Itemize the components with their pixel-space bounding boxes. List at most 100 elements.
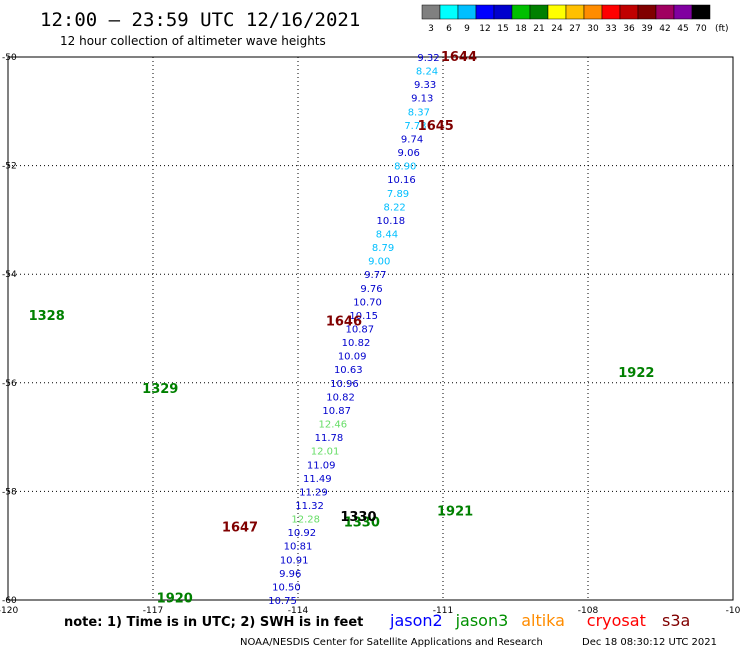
y-axis-ticks: -50 -52 -54 -56 -58 -60 bbox=[2, 53, 17, 606]
pass-time-label: 1921 bbox=[437, 504, 473, 519]
wave-height-label: 9.74 bbox=[401, 134, 423, 145]
x-tick-label: -10 bbox=[726, 606, 740, 616]
color-scale-bar: 3 6 9 12 15 18 21 24 27 30 33 36 39 42 45 70 bbox=[421, 4, 711, 34]
wave-height-label: 7.89 bbox=[387, 189, 409, 200]
wave-height-label: 8.24 bbox=[416, 67, 438, 78]
plot-frame bbox=[7, 56, 734, 601]
legend-entry-cryosat: cryosat bbox=[587, 611, 646, 630]
wave-height-label: 9.77 bbox=[364, 270, 386, 281]
wave-height-values: 9.32 8.24 9.33 9.13 8.37 7.73 9.74 9.06 8.90 10.1… bbox=[268, 53, 439, 607]
y-tick-label: -56 bbox=[2, 379, 17, 389]
color-scale-unit: (ft) bbox=[715, 24, 729, 34]
pass-time-label: 1330 bbox=[340, 510, 376, 525]
color-scale-swatch bbox=[457, 4, 477, 20]
wave-height-label: 10.18 bbox=[376, 216, 405, 227]
color-scale-swatch bbox=[565, 4, 585, 20]
y-tick-label: -60 bbox=[2, 596, 17, 606]
wave-height-label: 10.81 bbox=[284, 542, 313, 553]
chart-title: 12:00 — 23:59 UTC 12/16/2021 bbox=[40, 9, 360, 31]
wave-height-label: 12.46 bbox=[318, 420, 347, 431]
color-scale-tick: 70 bbox=[695, 24, 707, 34]
color-scale-tick: 39 bbox=[641, 24, 653, 34]
wave-height-label: 9.13 bbox=[411, 94, 433, 105]
color-scale-tick: 6 bbox=[446, 24, 452, 34]
wave-height-label: 10.09 bbox=[338, 352, 367, 363]
color-scale-tick: 30 bbox=[587, 24, 599, 34]
wave-height-label: 9.32 bbox=[417, 53, 439, 64]
color-scale-swatch bbox=[691, 4, 711, 20]
wave-height-label: 9.06 bbox=[398, 148, 420, 159]
wave-height-label: 9.00 bbox=[368, 257, 390, 268]
wave-height-label: 10.16 bbox=[387, 175, 416, 186]
y-tick-label: -58 bbox=[2, 487, 17, 497]
x-tick-label: -117 bbox=[143, 606, 163, 616]
x-tick-label: -108 bbox=[578, 606, 599, 616]
wave-height-label: 9.33 bbox=[414, 80, 436, 91]
color-scale-swatch bbox=[655, 4, 675, 20]
pass-time-label: 1330 bbox=[344, 515, 380, 530]
footer-timestamp: Dec 18 08:30:12 UTC 2021 bbox=[582, 637, 717, 648]
color-scale-tick: 36 bbox=[623, 24, 635, 34]
color-scale-tick: 45 bbox=[677, 24, 688, 34]
color-scale-tick: 15 bbox=[497, 24, 508, 34]
pass-time-label: 1647 bbox=[222, 521, 258, 536]
x-tick-label: -120 bbox=[0, 606, 18, 616]
pass-time-labels: 1644 1645 1646 1647 1328 1329 1330 1921 1922 1920… bbox=[29, 50, 655, 606]
footer-note: note: 1) Time is in UTC; 2) SWH is in fe… bbox=[64, 615, 363, 630]
wave-height-label: 8.22 bbox=[384, 202, 406, 213]
color-scale-swatch bbox=[547, 4, 567, 20]
color-scale-swatch bbox=[601, 4, 621, 20]
color-scale-swatch bbox=[493, 4, 513, 20]
color-scale-swatch bbox=[637, 4, 657, 20]
color-scale-tick: 27 bbox=[569, 24, 580, 34]
wave-height-label: 11.78 bbox=[315, 433, 344, 444]
wave-height-label: 10.87 bbox=[346, 325, 375, 336]
legend-entry-jason2: jason2 bbox=[389, 611, 443, 630]
color-scale-tick: 18 bbox=[515, 24, 527, 34]
color-scale-tick: 42 bbox=[659, 24, 670, 34]
wave-height-label: 8.37 bbox=[408, 107, 430, 118]
wave-height-label: 10.82 bbox=[342, 338, 371, 349]
wave-height-label: 12.01 bbox=[311, 447, 340, 458]
wave-height-label: 11.09 bbox=[307, 460, 336, 471]
color-scale-tick: 3 bbox=[428, 24, 434, 34]
pass-time-label: 1645 bbox=[418, 119, 454, 134]
wave-height-label: 10.63 bbox=[334, 365, 363, 376]
color-scale-tick: 33 bbox=[605, 24, 616, 34]
wave-height-label: 8.90 bbox=[394, 162, 416, 173]
x-tick-label: -114 bbox=[288, 606, 309, 616]
x-axis-ticks: -120 -117 -114 -111 -108 -10 bbox=[0, 606, 740, 616]
wave-height-label: 10.15 bbox=[349, 311, 378, 322]
legend-entry-s3a: s3a bbox=[662, 611, 690, 630]
wave-height-label: 10.50 bbox=[272, 582, 301, 593]
pass-time-label: 1329 bbox=[142, 382, 178, 397]
color-scale-tick: 9 bbox=[464, 24, 470, 34]
wave-height-label: 9.76 bbox=[360, 284, 382, 295]
grid-lines bbox=[8, 57, 733, 600]
wave-height-label: 10.82 bbox=[326, 392, 355, 403]
color-scale-tick: 12 bbox=[479, 24, 490, 34]
color-scale-swatch bbox=[529, 4, 549, 20]
wave-height-label: 8.44 bbox=[376, 229, 398, 240]
wave-height-label: 10.91 bbox=[280, 555, 309, 566]
pass-time-label: 1922 bbox=[618, 366, 654, 381]
color-scale-swatch bbox=[421, 4, 441, 20]
pass-time-label: 1644 bbox=[441, 50, 477, 65]
pass-time-label: 1646 bbox=[326, 314, 362, 329]
y-tick-label: -50 bbox=[2, 53, 17, 63]
color-scale-swatch bbox=[439, 4, 459, 20]
legend-entry-jason3: jason3 bbox=[455, 611, 509, 630]
color-scale-tick: 21 bbox=[533, 24, 544, 34]
wave-height-label: 7.73 bbox=[404, 121, 426, 132]
wave-height-label: 10.87 bbox=[322, 406, 351, 417]
y-tick-label: -54 bbox=[2, 270, 17, 280]
color-scale-swatch bbox=[583, 4, 603, 20]
wave-height-label: 10.96 bbox=[330, 379, 359, 390]
y-tick-label: -52 bbox=[2, 162, 17, 172]
wave-height-label: 8.79 bbox=[372, 243, 394, 254]
chart-subtitle: 12 hour collection of altimeter wave hei… bbox=[60, 34, 326, 48]
color-scale-swatch bbox=[511, 4, 531, 20]
color-scale-swatch bbox=[619, 4, 639, 20]
wave-height-label: 12.28 bbox=[291, 515, 320, 526]
